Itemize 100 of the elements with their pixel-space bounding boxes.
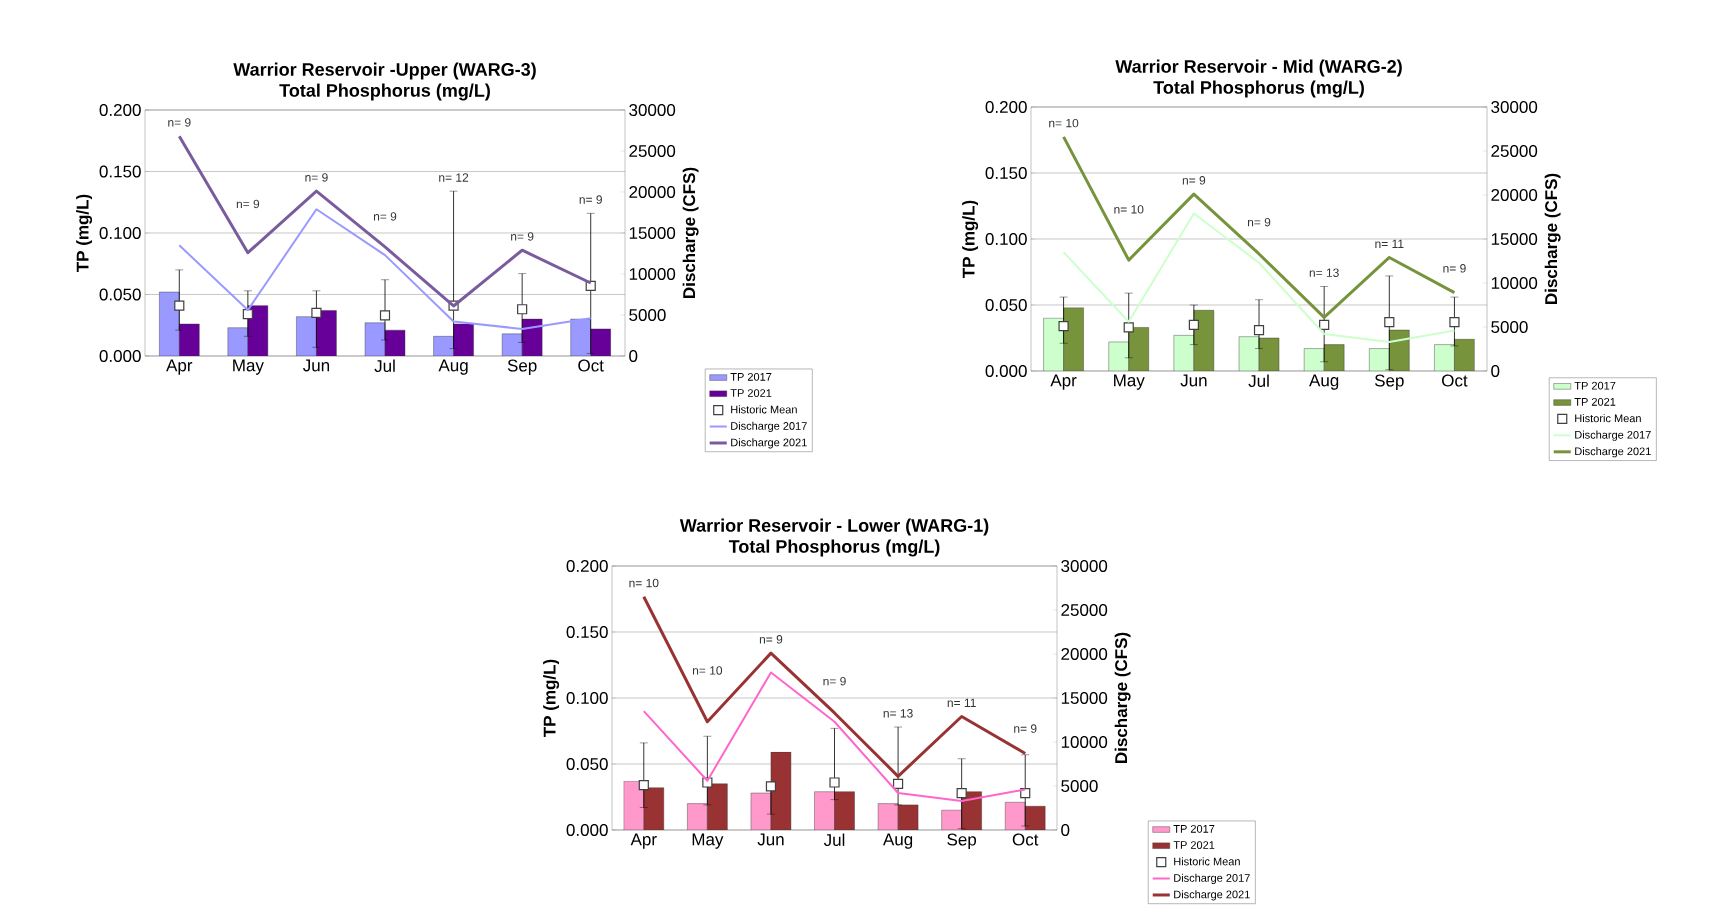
y2-axis-title: Discharge (CFS) [682, 167, 699, 298]
x-tick-label: Apr [630, 833, 657, 849]
y2-tick-label: 10000 [1061, 735, 1108, 749]
y-tick-label: 0.150 [99, 165, 141, 178]
y-tick-label: 0.000 [985, 364, 1027, 378]
annotation: n= 10 [1114, 205, 1144, 214]
x-tick-label: Oct [1442, 374, 1468, 387]
y-tick-label: 0.200 [99, 103, 141, 117]
y-axis-title: TP (mg/L) [76, 194, 93, 272]
chart-title: Warrior Reservoir -Upper (WARG-3) [233, 62, 536, 80]
point [765, 781, 777, 792]
y2-axis-title: Discharge (CFS) [1544, 173, 1561, 304]
legend-label: Discharge 2017 [731, 421, 807, 433]
x-tick-label: Jul [823, 833, 845, 847]
annotation: n= 10 [1049, 118, 1079, 128]
legend-label: TP 2021 [1173, 841, 1215, 849]
point [311, 307, 322, 319]
annotation: n= 9 [236, 199, 260, 209]
y-tick-label: 0.050 [566, 757, 608, 771]
annotation: n= 9 [1247, 217, 1271, 227]
annotation: n= 9 [168, 118, 191, 127]
annotation: n= 10 [692, 666, 723, 675]
x-tick-label: May [1114, 374, 1145, 390]
x-tick-label: Oct [1012, 833, 1039, 846]
y-tick-label: 0.050 [985, 298, 1027, 312]
legend-label: Discharge 2021 [1575, 447, 1651, 458]
y-tick-label: 0.150 [985, 166, 1027, 180]
legend-label: Discharge 2021 [731, 438, 807, 449]
annotation: n= 13 [1309, 268, 1339, 277]
y-axis-title: TP (mg/L) [962, 200, 979, 278]
y2-tick-label: 0 [1061, 823, 1070, 837]
point [242, 309, 253, 320]
y2-tick-label: 0 [1491, 364, 1500, 378]
x-tick-label: Sep [507, 359, 537, 375]
y-tick-label: 0.100 [985, 232, 1027, 246]
point [517, 304, 528, 315]
x-tick-label: Aug [438, 359, 468, 375]
x-tick-label: Apr [166, 359, 193, 375]
annotation: n= 9 [759, 635, 783, 644]
y-axis-title: TP (mg/L) [543, 659, 560, 737]
y2-tick-label: 10000 [629, 267, 676, 281]
y2-tick-label: 5000 [1491, 320, 1528, 334]
legend-label: Discharge 2017 [1575, 430, 1651, 441]
x-tick-label: Oct [578, 359, 604, 372]
line-series [1062, 212, 1456, 343]
annotation: n= 9 [373, 212, 397, 221]
y-tick-label: 0.200 [985, 100, 1027, 114]
y2-tick-label: 15000 [1061, 691, 1108, 705]
x-tick-label: Jun [757, 833, 784, 846]
legend-label: TP 2017 [730, 372, 772, 381]
x-tick-label: Apr [1050, 374, 1077, 390]
y2-tick-label: 0 [629, 349, 638, 363]
annotation: n= 9 [511, 232, 534, 241]
annotation: n= 9 [579, 195, 602, 204]
x-tick-label: May [233, 359, 264, 375]
point [956, 787, 967, 799]
chart-title: Warrior Reservoir - Lower (WARG-1) [679, 518, 989, 536]
y-tick-label: 0.000 [566, 823, 608, 837]
y-tick-label: 0.100 [99, 226, 141, 240]
x-tick-label: Jun [302, 359, 330, 372]
x-tick-label: Jul [374, 359, 395, 373]
legend-label: Historic Mean [1174, 857, 1240, 866]
y2-tick-label: 25000 [1061, 603, 1108, 617]
y2-tick-label: 15000 [1491, 232, 1538, 246]
x-tick-label: Jul [1248, 374, 1269, 388]
y2-tick-label: 25000 [629, 144, 676, 158]
y-tick-label: 0.000 [99, 349, 141, 363]
point [638, 780, 649, 791]
legend-label: TP 2017 [1574, 381, 1616, 390]
legend-label: TP 2017 [1173, 824, 1215, 833]
annotation: n= 9 [1443, 264, 1466, 273]
y2-tick-label: 5000 [629, 308, 666, 322]
y2-tick-label: 30000 [1061, 559, 1108, 573]
x-tick-label: Sep [947, 833, 977, 849]
chart-subtitle: Total Phosphorus (mg/L) [1153, 80, 1364, 98]
y2-tick-label: 30000 [629, 103, 676, 117]
y-tick-label: 0.100 [566, 691, 608, 705]
legend-label: Discharge 2021 [1174, 890, 1250, 901]
bar [1063, 307, 1084, 371]
y-tick-label: 0.200 [566, 559, 608, 573]
y-tick-label: 0.050 [99, 288, 141, 301]
legend-label: Historic Mean [1575, 414, 1641, 423]
y2-tick-label: 20000 [1061, 647, 1108, 661]
legend-label: Historic Mean [731, 405, 797, 414]
chart-title: Warrior Reservoir - Mid (WARG-2) [1115, 59, 1402, 77]
point [174, 300, 185, 311]
annotation: n= 13 [883, 709, 913, 718]
annotation: n= 12 [439, 173, 469, 182]
y2-tick-label: 30000 [1491, 100, 1538, 114]
y2-tick-label: 5000 [1061, 779, 1098, 793]
y2-axis-title: Discharge (CFS) [1114, 632, 1131, 763]
x-tick-label: Sep [1374, 374, 1404, 390]
annotation: n= 9 [823, 676, 846, 686]
legend-label: TP 2021 [730, 389, 772, 397]
point [829, 777, 840, 788]
x-tick-label: Jun [1180, 374, 1207, 387]
y-tick-label: 0.150 [566, 625, 608, 639]
y2-tick-label: 10000 [1491, 276, 1538, 290]
x-tick-label: Aug [1309, 374, 1339, 390]
y2-tick-label: 25000 [1491, 144, 1538, 158]
